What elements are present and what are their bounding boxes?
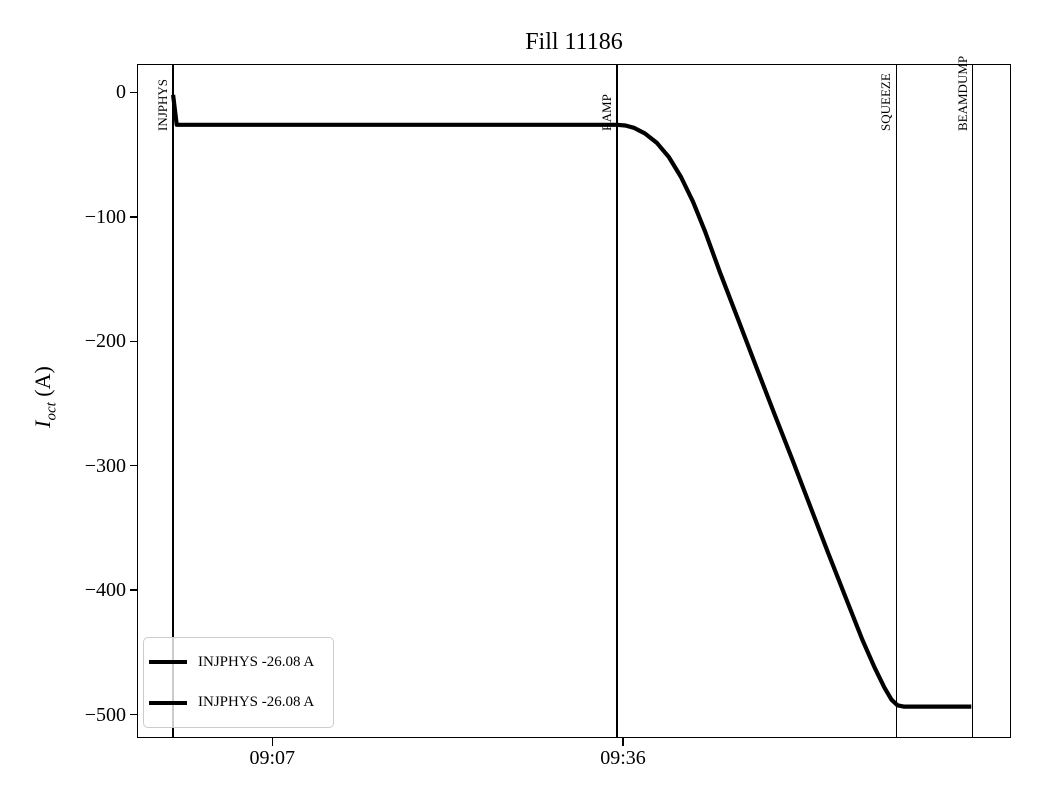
chart-title: Fill 11186 xyxy=(525,29,623,55)
y-tick-label: −500 xyxy=(84,703,126,726)
legend-label: INJPHYS -26.08 A xyxy=(198,694,315,711)
event-line-injphys xyxy=(172,65,174,737)
legend-label: INJPHYS -26.08 A xyxy=(198,653,315,670)
y-tick-mark xyxy=(130,216,138,218)
series-line-injphys xyxy=(171,94,972,709)
y-tick-mark xyxy=(130,589,138,591)
event-line-squeeze xyxy=(895,65,897,737)
event-line-beamdump xyxy=(971,65,974,737)
line-swatch-icon xyxy=(149,660,187,665)
x-tick-label: 09:07 xyxy=(249,747,296,769)
y-tick-mark xyxy=(130,91,138,94)
x-tick-mark xyxy=(622,738,624,746)
x-tick-label: 09:36 xyxy=(600,747,646,769)
legend: INJPHYS -26.08 A INJPHYS -26.08 A xyxy=(143,637,334,728)
y-tick-label: −100 xyxy=(84,205,126,228)
y-tick-mark xyxy=(130,465,138,467)
legend-item: INJPHYS -26.08 A xyxy=(149,694,323,711)
y-tick-label: −300 xyxy=(84,454,126,477)
x-tick-mark xyxy=(271,738,273,746)
y-tick-label: −400 xyxy=(84,579,126,602)
y-tick-mark xyxy=(130,340,138,342)
y-tick-label: −200 xyxy=(84,330,126,353)
legend-item: INJPHYS -26.08 A xyxy=(149,654,323,671)
event-line-ramp xyxy=(616,65,618,737)
y-tick-mark xyxy=(130,713,138,716)
y-tick-label: 0 xyxy=(116,81,126,104)
plot-area xyxy=(137,64,1011,738)
line-swatch-icon xyxy=(149,700,187,705)
